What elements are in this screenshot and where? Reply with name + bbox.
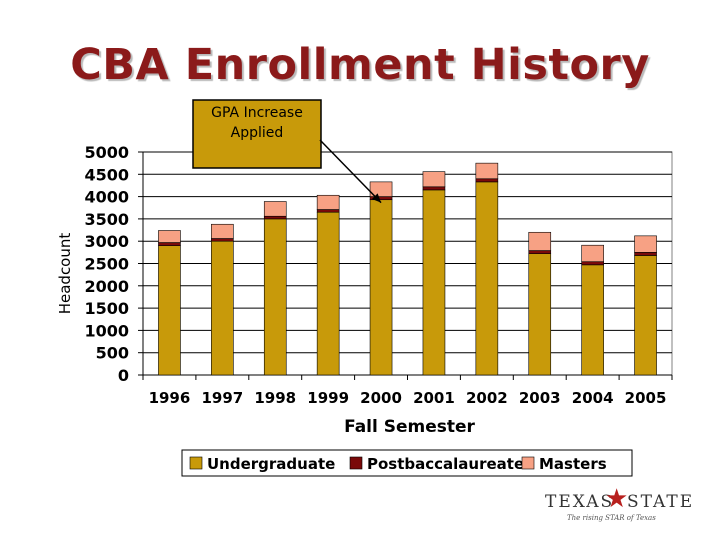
annotation-box xyxy=(192,99,322,169)
bar-undergraduate xyxy=(316,211,340,376)
legend-swatch-postbaccalaureate xyxy=(349,456,363,470)
y-tick-label: 1500 xyxy=(84,299,129,318)
x-tick-label: 2004 xyxy=(572,389,614,407)
y-tick-label: 3000 xyxy=(84,232,129,251)
bar-undergraduate xyxy=(528,253,552,376)
bar-masters xyxy=(422,171,446,188)
logo-text-texas: TEXAS xyxy=(545,492,615,512)
y-tick-label: 500 xyxy=(96,344,129,363)
bar-undergraduate xyxy=(369,199,393,376)
bar-masters xyxy=(211,223,234,239)
y-tick-label: 2000 xyxy=(84,277,129,296)
x-tick-label: 2003 xyxy=(519,389,561,407)
x-tick-label: 2001 xyxy=(413,389,455,407)
x-axis-label: Fall Semester xyxy=(344,417,475,437)
bar-undergraduate xyxy=(158,245,181,376)
bar-undergraduate xyxy=(634,255,657,376)
logo-tagline: The rising STAR of Texas xyxy=(567,514,656,522)
legend xyxy=(181,449,633,477)
bar-undergraduate xyxy=(263,218,287,376)
x-tick-label: 1999 xyxy=(307,389,349,407)
legend-label: Undergraduate xyxy=(207,455,335,473)
x-tick-label: 1997 xyxy=(201,389,243,407)
x-tick-label: 2002 xyxy=(466,389,508,407)
y-tick-label: 0 xyxy=(118,366,129,385)
bar-undergraduate xyxy=(211,240,234,376)
y-tick-label: 4500 xyxy=(84,165,129,184)
bar-postbaccalaureate xyxy=(422,186,446,191)
star-icon: ★ xyxy=(605,484,629,514)
legend-swatch-masters xyxy=(521,456,535,470)
y-tick-label: 4000 xyxy=(84,188,129,207)
y-tick-label: 3500 xyxy=(84,210,129,229)
x-tick-label: 2000 xyxy=(360,389,402,407)
bar-undergraduate xyxy=(422,189,446,376)
bar-masters xyxy=(263,201,287,217)
page-title: CBA Enrollment History xyxy=(70,40,650,90)
annotation-text: GPA Increase xyxy=(211,105,303,121)
bar-postbaccalaureate xyxy=(634,252,657,256)
x-tick-label: 1998 xyxy=(254,389,296,407)
x-tick-label: 2005 xyxy=(625,389,667,407)
y-tick-label: 5000 xyxy=(84,143,129,162)
bar-postbaccalaureate xyxy=(475,178,499,183)
bar-masters xyxy=(316,194,340,210)
bar-masters xyxy=(581,244,604,263)
legend-swatch-undergraduate xyxy=(189,456,203,470)
bar-postbaccalaureate xyxy=(528,250,552,254)
annotation-text: Applied xyxy=(231,125,284,141)
bar-postbaccalaureate xyxy=(211,238,234,242)
bar-postbaccalaureate xyxy=(316,209,340,213)
legend-label: Masters xyxy=(539,455,607,473)
logo-text-state: STATE xyxy=(627,492,695,512)
y-axis-label: Headcount xyxy=(56,233,74,315)
bar-undergraduate xyxy=(581,264,604,376)
texas-state-logo: TEXAS ★ STATE The rising STAR of Texas xyxy=(545,486,695,532)
bar-undergraduate xyxy=(475,181,499,376)
y-tick-label: 2500 xyxy=(84,255,129,274)
bar-masters xyxy=(475,162,499,180)
y-tick-label: 1000 xyxy=(84,321,129,340)
annotation-arrowhead xyxy=(371,193,382,203)
bar-masters xyxy=(528,231,552,251)
bar-masters xyxy=(634,235,657,253)
x-tick-label: 1996 xyxy=(149,389,191,407)
bar-masters xyxy=(369,181,393,197)
annotation-arrow xyxy=(319,139,382,204)
bar-postbaccalaureate xyxy=(263,215,287,220)
legend-label: Postbaccalaureate xyxy=(367,455,524,473)
bar-postbaccalaureate xyxy=(581,261,604,266)
bar-masters xyxy=(158,230,181,243)
bar-postbaccalaureate xyxy=(158,242,181,246)
